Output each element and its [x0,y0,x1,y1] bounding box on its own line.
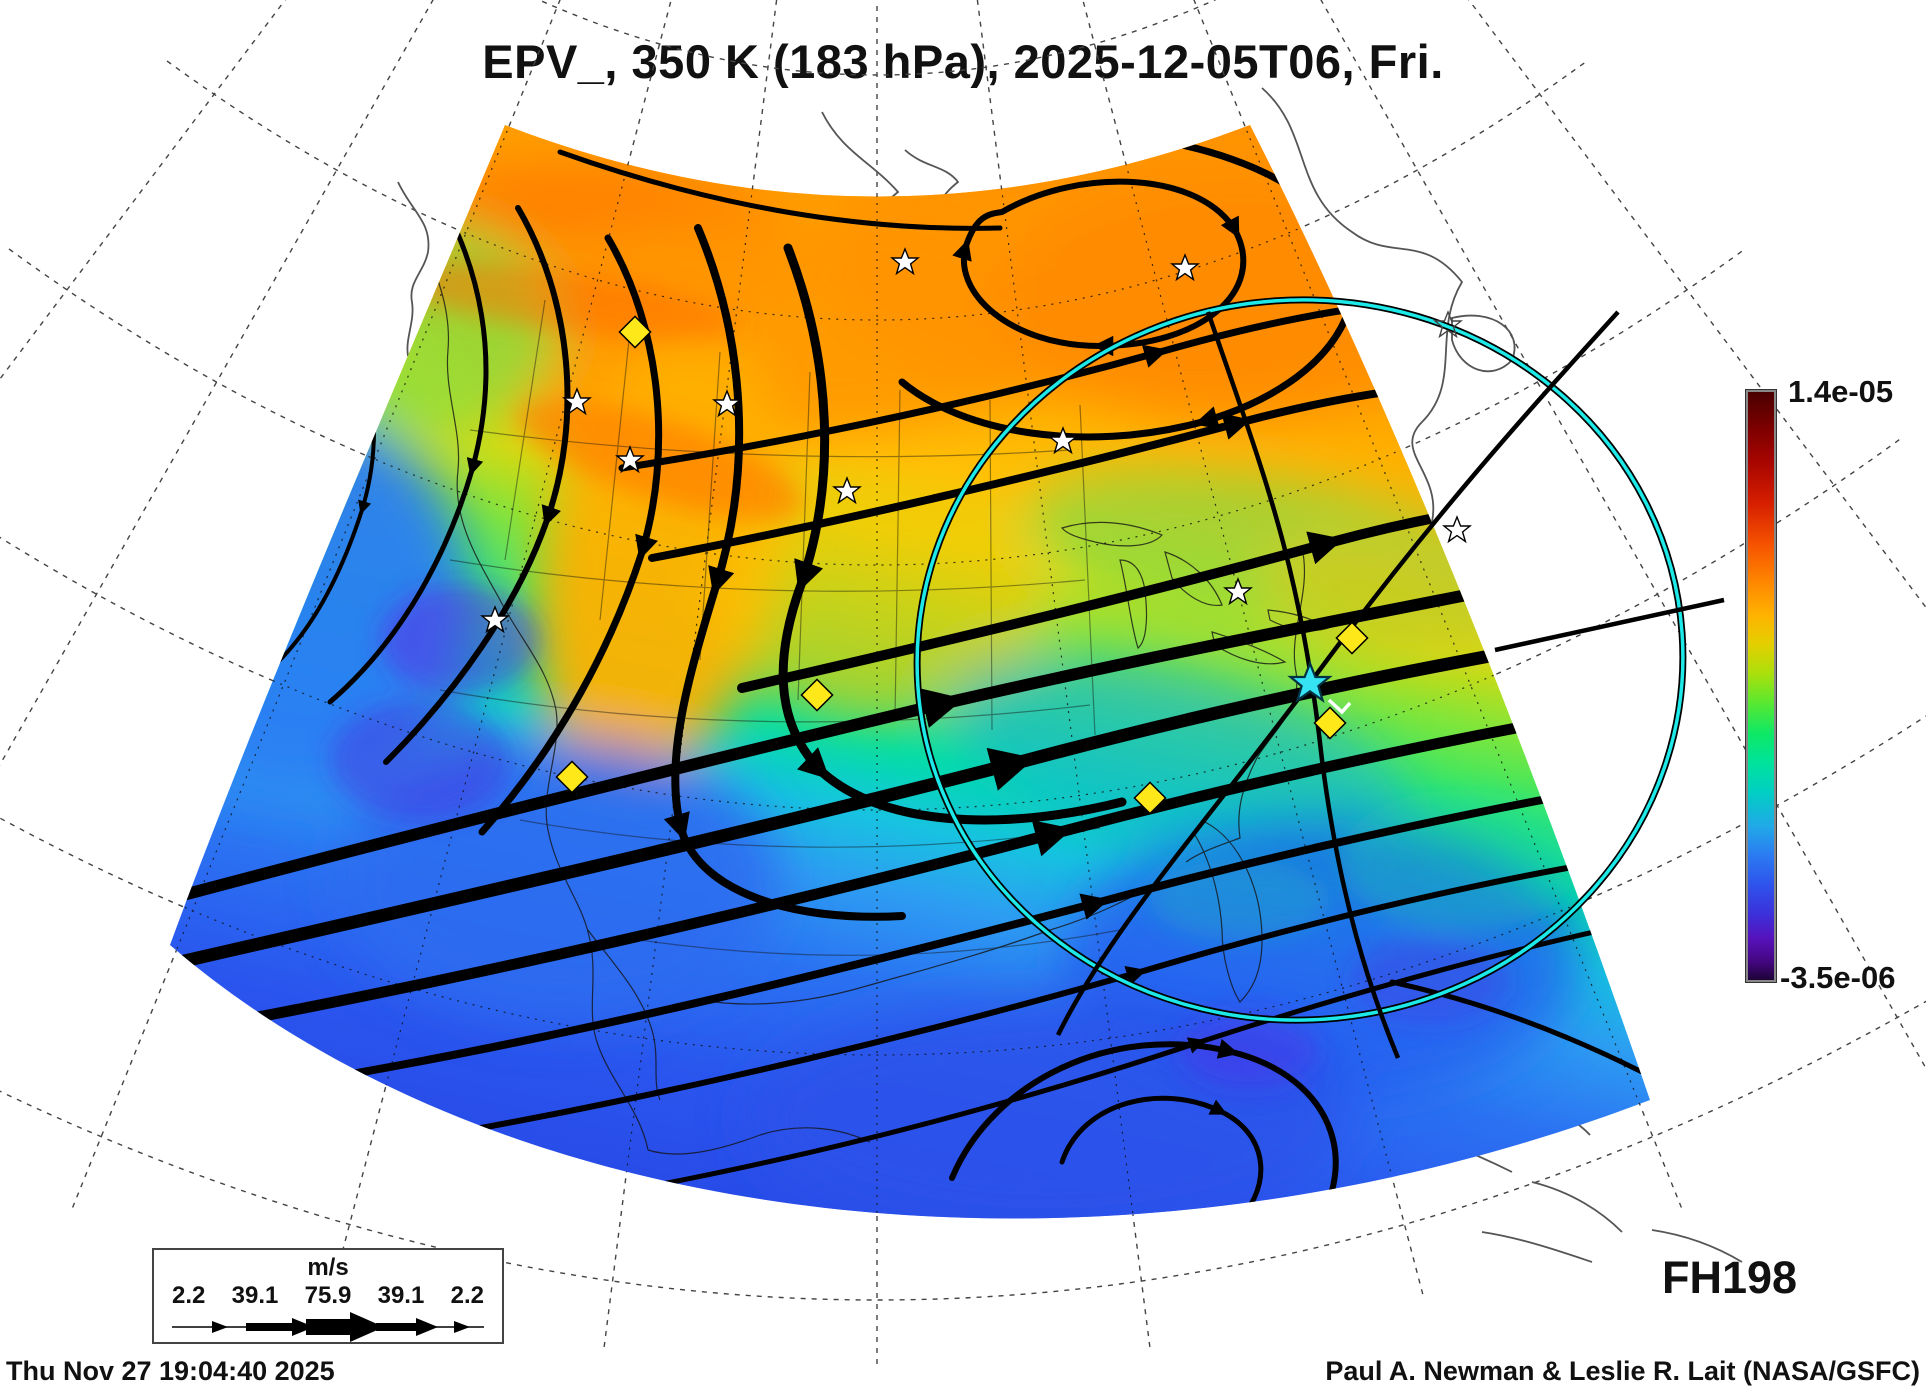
forecast-hour-label: FH198 [1662,1252,1798,1303]
wind-values-row: 2.2 39.1 75.9 39.1 2.2 [154,1282,502,1310]
wind-units-label: m/s [307,1254,349,1281]
colorbar [1745,389,1777,983]
colorbar-min-label: -3.5e-06 [1780,960,1896,995]
generated-timestamp: Thu Nov 27 19:04:40 2025 [6,1356,335,1386]
wind-speed-legend: m/s 2.2 39.1 75.9 39.1 2.2 [152,1248,504,1344]
range-circle [913,296,1687,1024]
streamlines [170,125,1650,1219]
credit-text: Paul A. Newman & Leslie R. Lait (NASA/GS… [1325,1356,1920,1386]
wind-value: 2.2 [172,1282,206,1309]
white-track-mark [1327,698,1352,715]
chart-title: EPV_, 350 K (183 hPa), 2025-12-05T06, Fr… [482,35,1444,88]
colorbar-max-label: 1.4e-05 [1788,374,1894,409]
diamond-markers [555,315,1369,815]
wind-value: 2.2 [450,1282,484,1309]
wind-value: 39.1 [231,1282,279,1309]
coastline-map [407,207,1330,1155]
wind-value: 75.9 [304,1282,352,1309]
wind-value: 39.1 [377,1282,425,1309]
wind-arrow-glyph [172,1312,484,1342]
